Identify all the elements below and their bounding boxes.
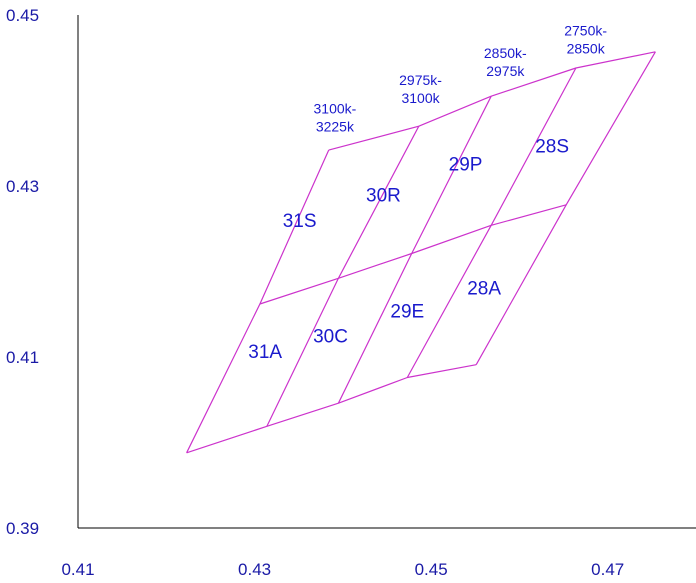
cct-range-line: 3100k- xyxy=(314,100,357,116)
cct-labels: 3100k-3225k2975k-3100k2850k-2975k2750k-2… xyxy=(314,23,608,135)
cct-range-line: 2975k xyxy=(486,63,525,79)
x-tick-label: 0.41 xyxy=(61,560,94,579)
bin-boundary-line xyxy=(266,125,420,427)
cct-range-label: 2850k- 2975k xyxy=(484,45,527,79)
cct-range-label: 3100k- 3225k xyxy=(314,100,357,134)
bin-label: 29E xyxy=(390,302,424,323)
cct-range-label: 2975k- 3100k xyxy=(399,72,442,106)
tick-labels: 0.41 0.43 0.45 0.47 0.39 0.41 0.43 0.45 xyxy=(6,6,624,579)
y-tick-label: 0.39 xyxy=(6,519,39,538)
bin-labels: 31S 30R 29P 28S 31A 30C 29E 28A xyxy=(248,137,569,363)
bin-label: 28A xyxy=(467,279,501,300)
bin-label: 29P xyxy=(449,155,483,176)
bin-label: 31S xyxy=(283,211,317,232)
bin-label: 30C xyxy=(313,326,348,347)
bin-boundary-line xyxy=(186,149,330,454)
cct-range-line: 2850k- xyxy=(484,45,527,61)
cct-range-line: 2975k- xyxy=(399,72,442,88)
cct-range-line: 2750k- xyxy=(564,23,607,39)
cct-range-line: 3100k xyxy=(401,90,440,106)
cct-range-line: 3225k xyxy=(316,118,355,134)
bin-grid xyxy=(186,51,656,454)
bin-boundary-line xyxy=(186,364,477,454)
x-tick-label: 0.43 xyxy=(238,560,271,579)
y-tick-label: 0.41 xyxy=(6,348,39,367)
x-tick-label: 0.45 xyxy=(415,560,448,579)
y-tick-label: 0.45 xyxy=(6,6,39,25)
y-tick-label: 0.43 xyxy=(6,177,39,196)
bin-label: 31A xyxy=(248,342,282,363)
cct-range-label: 2750k- 2850k xyxy=(564,23,607,57)
cct-range-line: 2850k xyxy=(567,41,606,57)
bin-label: 30R xyxy=(366,185,401,206)
bin-boundary-line xyxy=(406,67,577,378)
bin-label: 28S xyxy=(535,137,569,158)
bin-boundary-line xyxy=(475,51,656,365)
bin-boundary-line xyxy=(337,95,492,404)
x-tick-label: 0.47 xyxy=(591,560,624,579)
axes xyxy=(77,15,696,529)
